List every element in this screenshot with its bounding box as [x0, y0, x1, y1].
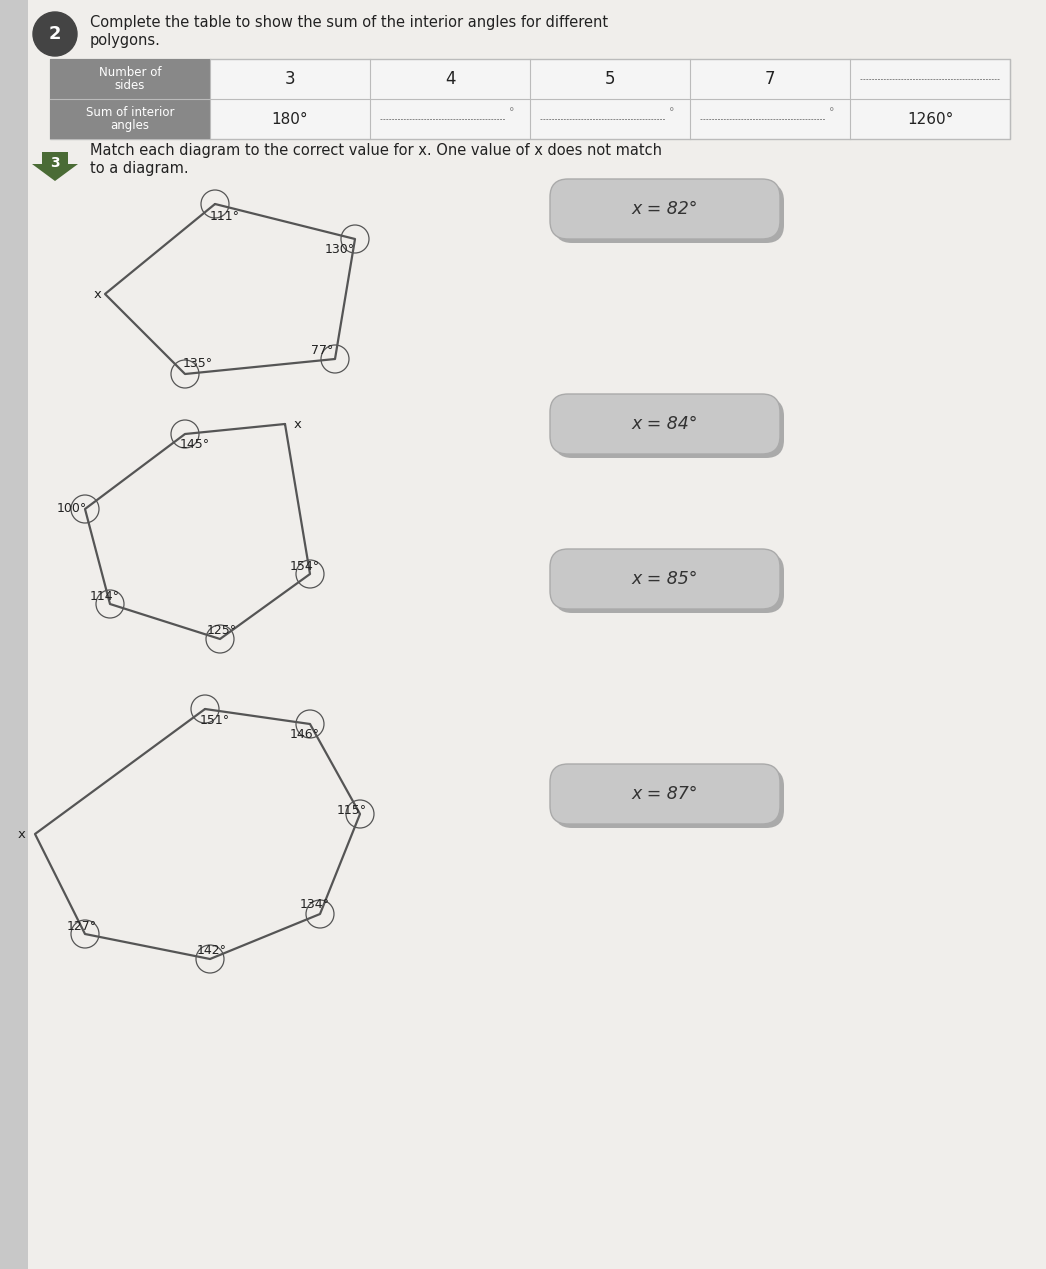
Text: angles: angles [111, 118, 150, 132]
Text: x = 85°: x = 85° [632, 570, 699, 588]
Text: 145°: 145° [180, 438, 210, 450]
Text: Complete the table to show the sum of the interior angles for different: Complete the table to show the sum of th… [90, 14, 608, 29]
Text: 154°: 154° [290, 561, 320, 574]
Text: 100°: 100° [56, 503, 87, 515]
Text: x = 87°: x = 87° [632, 786, 699, 803]
FancyBboxPatch shape [554, 398, 784, 458]
Text: 125°: 125° [207, 624, 237, 637]
Text: 134°: 134° [300, 897, 329, 910]
Text: 151°: 151° [200, 714, 230, 727]
Text: Number of: Number of [98, 66, 161, 80]
FancyBboxPatch shape [550, 179, 780, 239]
Text: 127°: 127° [67, 920, 97, 933]
Text: 146°: 146° [290, 727, 320, 741]
Text: x: x [294, 418, 302, 430]
Text: 3: 3 [285, 70, 295, 88]
FancyBboxPatch shape [554, 183, 784, 242]
Polygon shape [32, 152, 78, 181]
Text: 130°: 130° [325, 242, 355, 255]
Bar [0, 0, 28, 1269]
Text: 111°: 111° [210, 211, 240, 223]
Text: 1260°: 1260° [907, 112, 953, 127]
Text: 180°: 180° [272, 112, 309, 127]
Circle shape [33, 11, 77, 56]
Text: 7: 7 [765, 70, 775, 88]
Text: x: x [18, 827, 26, 840]
FancyBboxPatch shape [554, 553, 784, 613]
Text: 4: 4 [445, 70, 455, 88]
Text: 5: 5 [605, 70, 615, 88]
Text: x = 82°: x = 82° [632, 201, 699, 218]
Text: Match each diagram to the correct value for x. One value of x does not match: Match each diagram to the correct value … [90, 143, 662, 159]
FancyBboxPatch shape [554, 768, 784, 827]
FancyBboxPatch shape [550, 764, 780, 824]
Text: x: x [94, 288, 101, 301]
FancyBboxPatch shape [550, 549, 780, 609]
Text: sides: sides [115, 79, 145, 91]
Text: 142°: 142° [197, 944, 227, 958]
Text: 135°: 135° [183, 358, 213, 371]
Text: 77°: 77° [311, 344, 334, 358]
Text: 114°: 114° [90, 590, 120, 604]
Text: polygons.: polygons. [90, 33, 161, 48]
FancyBboxPatch shape [550, 393, 780, 454]
Text: 3: 3 [50, 156, 60, 170]
Text: 2: 2 [49, 25, 62, 43]
Text: 115°: 115° [337, 805, 367, 817]
Text: Sum of interior: Sum of interior [86, 107, 175, 119]
Text: x = 84°: x = 84° [632, 415, 699, 433]
Bar [50, 58, 1010, 140]
Text: °: ° [509, 107, 515, 117]
Text: °: ° [829, 107, 835, 117]
Text: °: ° [669, 107, 675, 117]
Text: to a diagram.: to a diagram. [90, 161, 188, 176]
Bar [50, 58, 210, 140]
